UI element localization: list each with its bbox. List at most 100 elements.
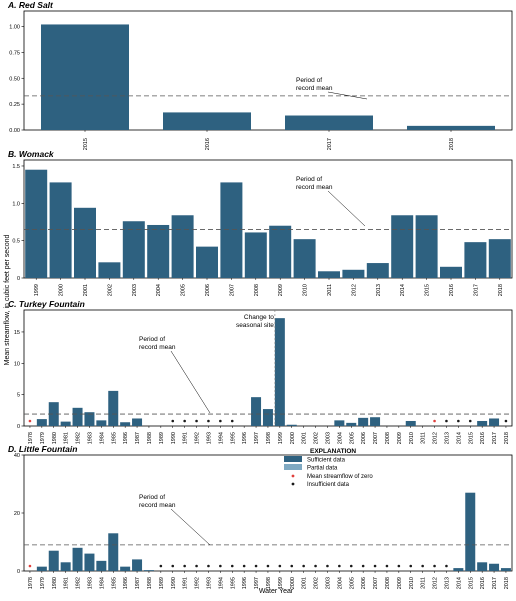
x-tick-label: 1979 [40,577,46,589]
bar [285,115,373,130]
x-tick-label: 1990 [171,432,177,444]
x-tick-label: 2003 [132,284,138,296]
bar [269,225,292,278]
x-tick-label: 1990 [171,577,177,589]
y-tick-label: 40 [14,453,20,459]
x-tick-label: 2016 [449,284,455,296]
bar [346,422,357,426]
bar [84,412,95,426]
bar [251,397,262,426]
bar [489,563,500,571]
bar [49,182,72,278]
x-tick-label: 2008 [254,284,260,296]
x-tick-label: 1986 [123,432,129,444]
x-tick-label: 1995 [230,432,236,444]
x-tick-label: 2017 [492,432,498,444]
insufficient-marker [254,564,258,568]
zero-marker [433,419,436,423]
x-tick-label: 1999 [278,577,284,589]
x-tick-label: 2007 [229,284,235,296]
x-tick-label: 2000 [59,284,65,296]
insufficient-marker [302,564,305,568]
panel-title: A. Red Salt [7,0,54,10]
x-tick-label: 2006 [205,284,211,296]
annotation-line1: Period of [296,77,322,84]
x-tick-label: 2011 [421,577,427,589]
x-tick-label: 2012 [351,284,357,296]
insufficient-marker [171,419,175,423]
y-tick-label: 15 [14,330,20,336]
x-tick-label: 2003 [325,432,331,444]
x-tick-label: 2012 [433,577,439,589]
x-tick-label: 1994 [218,577,224,589]
x-tick-label: 1981 [64,432,70,444]
x-tick-label: 2015 [83,138,89,150]
x-tick-label: 2010 [409,577,415,589]
insufficient-marker [433,564,436,568]
insufficient-marker [230,419,234,423]
bar [500,568,511,571]
plot-frame [23,10,513,131]
panel-title: B. Womack [8,149,55,159]
insufficient-marker [397,564,401,568]
bar [60,562,71,571]
zero-marker [28,564,32,568]
x-tick-label: 2009 [397,577,403,589]
bar [171,215,194,278]
insufficient-marker [445,564,448,568]
plot-frame [23,454,513,572]
x-tick-label: 1996 [242,432,248,444]
insufficient-marker [385,564,389,568]
legend-label-zero: Mean streamflow of zero [307,474,373,480]
bar [391,215,414,278]
bar [477,562,488,571]
bar [60,421,71,426]
x-tick-label: 1998 [266,577,272,589]
y-tick-label: 0.5 [12,239,20,245]
x-tick-label: 2004 [337,432,343,444]
x-tick-label: 2010 [303,284,309,296]
x-tick-label: 2009 [397,432,403,444]
legend-marker-insufficient [291,482,295,486]
annotation-line2: seasonal site [236,322,274,329]
bar [132,559,143,571]
bar [415,215,438,278]
insufficient-marker [171,564,175,568]
x-tick-label: 2005 [349,577,355,589]
bar [122,221,145,278]
x-tick-label: 2011 [327,284,333,296]
x-tick-label: 1983 [87,432,93,444]
x-tick-label: 2004 [156,284,162,296]
x-tick-label: 2016 [480,577,486,589]
x-tick-label: 2014 [400,284,406,296]
x-tick-label: 2000 [290,432,296,444]
bar [147,224,170,278]
legend-label-partial: Partial data [307,466,338,472]
x-tick-label: 2018 [504,432,510,444]
bar [48,402,59,426]
bar [453,568,464,571]
x-tick-label: 2001 [302,432,308,444]
bar [489,418,500,426]
bar [84,553,95,571]
bar [98,262,121,278]
legend-title: EXPLANATION [310,448,356,455]
x-tick-label: 2011 [421,432,427,444]
annotation-line2: record mean [139,344,176,351]
bar [108,390,119,426]
bar [36,419,47,426]
plot-frame [23,159,513,279]
insufficient-marker [361,564,365,568]
y-axis-label: Mean streamflow, in cubic feet per secon… [4,235,11,366]
bar [477,420,488,426]
x-tick-label: 1989 [159,432,165,444]
insufficient-marker [326,564,329,568]
bar [318,271,340,278]
x-tick-label: 1987 [135,432,141,444]
x-tick-label: 2015 [468,432,474,444]
bar [440,266,462,278]
bar [405,420,416,426]
x-tick-label: 2005 [181,284,187,296]
insufficient-marker [278,564,282,568]
